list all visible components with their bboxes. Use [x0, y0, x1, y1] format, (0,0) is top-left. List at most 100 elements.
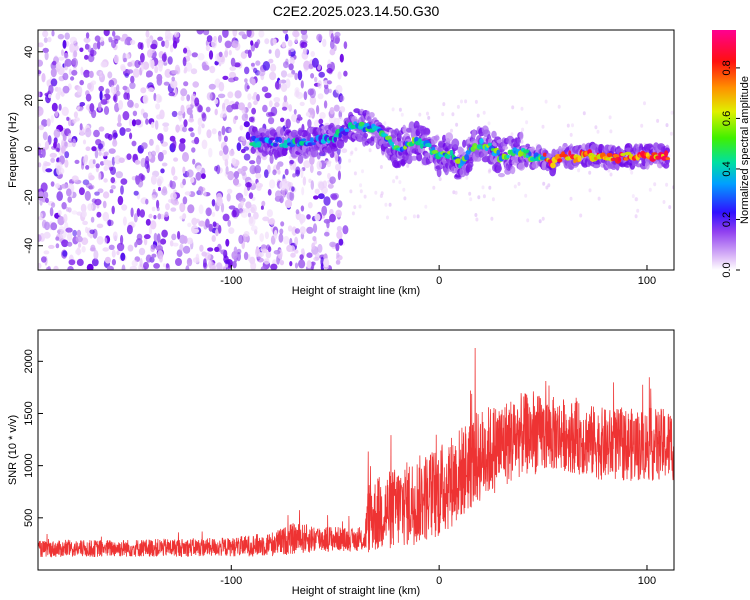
ridge-core — [528, 151, 532, 157]
noise-blob — [217, 35, 223, 43]
noise-blob — [211, 211, 216, 217]
noise-blob — [58, 103, 62, 111]
noise-blob — [280, 117, 285, 123]
noise-blob — [129, 132, 133, 140]
noise-blob — [161, 229, 168, 238]
noise-blob — [49, 152, 57, 158]
noise-blob — [112, 231, 118, 241]
noise-blob — [406, 163, 410, 168]
noise-blob — [228, 227, 235, 235]
noise-blob — [60, 145, 66, 154]
noise-blob — [285, 118, 291, 129]
noise-blob — [41, 148, 46, 158]
noise-blob — [403, 216, 407, 221]
noise-blob — [182, 245, 191, 254]
noise-blob — [336, 230, 343, 240]
noise-blob — [240, 136, 246, 142]
noise-blob — [54, 110, 59, 117]
noise-blob — [294, 236, 299, 246]
ridge-core — [465, 150, 471, 155]
noise-blob — [251, 107, 256, 115]
noise-blob — [236, 142, 242, 152]
noise-blob — [149, 138, 154, 146]
noise-blob — [222, 152, 230, 162]
noise-blob — [186, 107, 193, 115]
noise-blob — [103, 237, 108, 245]
noise-blob — [64, 159, 69, 168]
colorbar-label: Normalized spectral amplitude — [739, 76, 750, 224]
noise-blob — [123, 57, 128, 63]
noise-blob — [280, 79, 287, 84]
noise-blob — [161, 40, 166, 47]
noise-blob — [194, 97, 200, 107]
noise-blob — [197, 53, 205, 61]
snr-y-ticks: 500 1000 1500 2000 — [23, 349, 43, 527]
ridge-core — [523, 149, 530, 154]
noise-blob — [140, 174, 146, 181]
noise-blob — [155, 93, 162, 104]
noise-blob — [48, 93, 52, 99]
noise-blob — [148, 151, 152, 160]
ridge-core — [557, 158, 563, 163]
noise-blob — [510, 132, 514, 137]
noise-blob — [173, 175, 178, 181]
noise-blob — [62, 39, 67, 49]
noise-blob — [59, 229, 67, 239]
noise-blob — [277, 169, 281, 175]
noise-blob — [295, 209, 300, 215]
noise-blob — [337, 71, 342, 80]
noise-blob — [118, 157, 125, 163]
noise-blob — [247, 212, 252, 218]
noise-blob — [126, 224, 133, 235]
noise-blob — [81, 246, 86, 253]
noise-blob — [312, 223, 318, 234]
noise-blob — [224, 40, 232, 49]
noise-blob — [117, 114, 122, 124]
noise-blob — [329, 213, 336, 223]
noise-blob — [309, 96, 317, 105]
noise-blob — [311, 57, 319, 68]
noise-blob — [85, 32, 90, 39]
noise-blob — [280, 70, 288, 78]
noise-blob — [205, 218, 210, 228]
noise-blob — [158, 186, 161, 192]
y-tick-label: 2000 — [23, 349, 35, 373]
noise-blob — [253, 100, 258, 106]
noise-blob — [326, 67, 333, 74]
ridge-core — [464, 154, 469, 161]
noise-blob — [55, 243, 60, 249]
noise-blob — [62, 250, 68, 257]
noise-blob — [350, 150, 354, 155]
noise-blob — [150, 220, 157, 230]
noise-blob — [229, 149, 235, 157]
noise-blob — [333, 104, 340, 112]
noise-blob — [577, 168, 581, 173]
noise-blob — [547, 183, 551, 188]
noise-blob — [209, 65, 216, 74]
noise-blob — [150, 244, 157, 250]
noise-blob — [263, 258, 270, 265]
noise-blob — [249, 160, 256, 165]
noise-blob — [92, 159, 96, 165]
noise-blob — [48, 244, 55, 249]
noise-blob — [273, 229, 278, 240]
noise-blob — [105, 88, 110, 95]
noise-blob — [183, 119, 188, 128]
ridge-halo — [423, 127, 431, 135]
noise-blob — [214, 246, 220, 252]
noise-blob — [232, 260, 237, 269]
noise-blob — [51, 102, 58, 112]
noise-blob — [337, 170, 341, 181]
noise-blob — [309, 164, 314, 174]
noise-blob — [142, 94, 149, 105]
noise-blob — [208, 147, 213, 158]
noise-blob — [339, 106, 346, 113]
noise-blob — [526, 218, 530, 223]
ridge-halo — [496, 165, 502, 172]
noise-blob — [232, 30, 238, 37]
noise-blob — [230, 57, 236, 67]
noise-blob — [113, 54, 119, 64]
noise-blob — [402, 187, 406, 192]
noise-blob — [119, 127, 126, 136]
noise-blob — [289, 57, 295, 65]
